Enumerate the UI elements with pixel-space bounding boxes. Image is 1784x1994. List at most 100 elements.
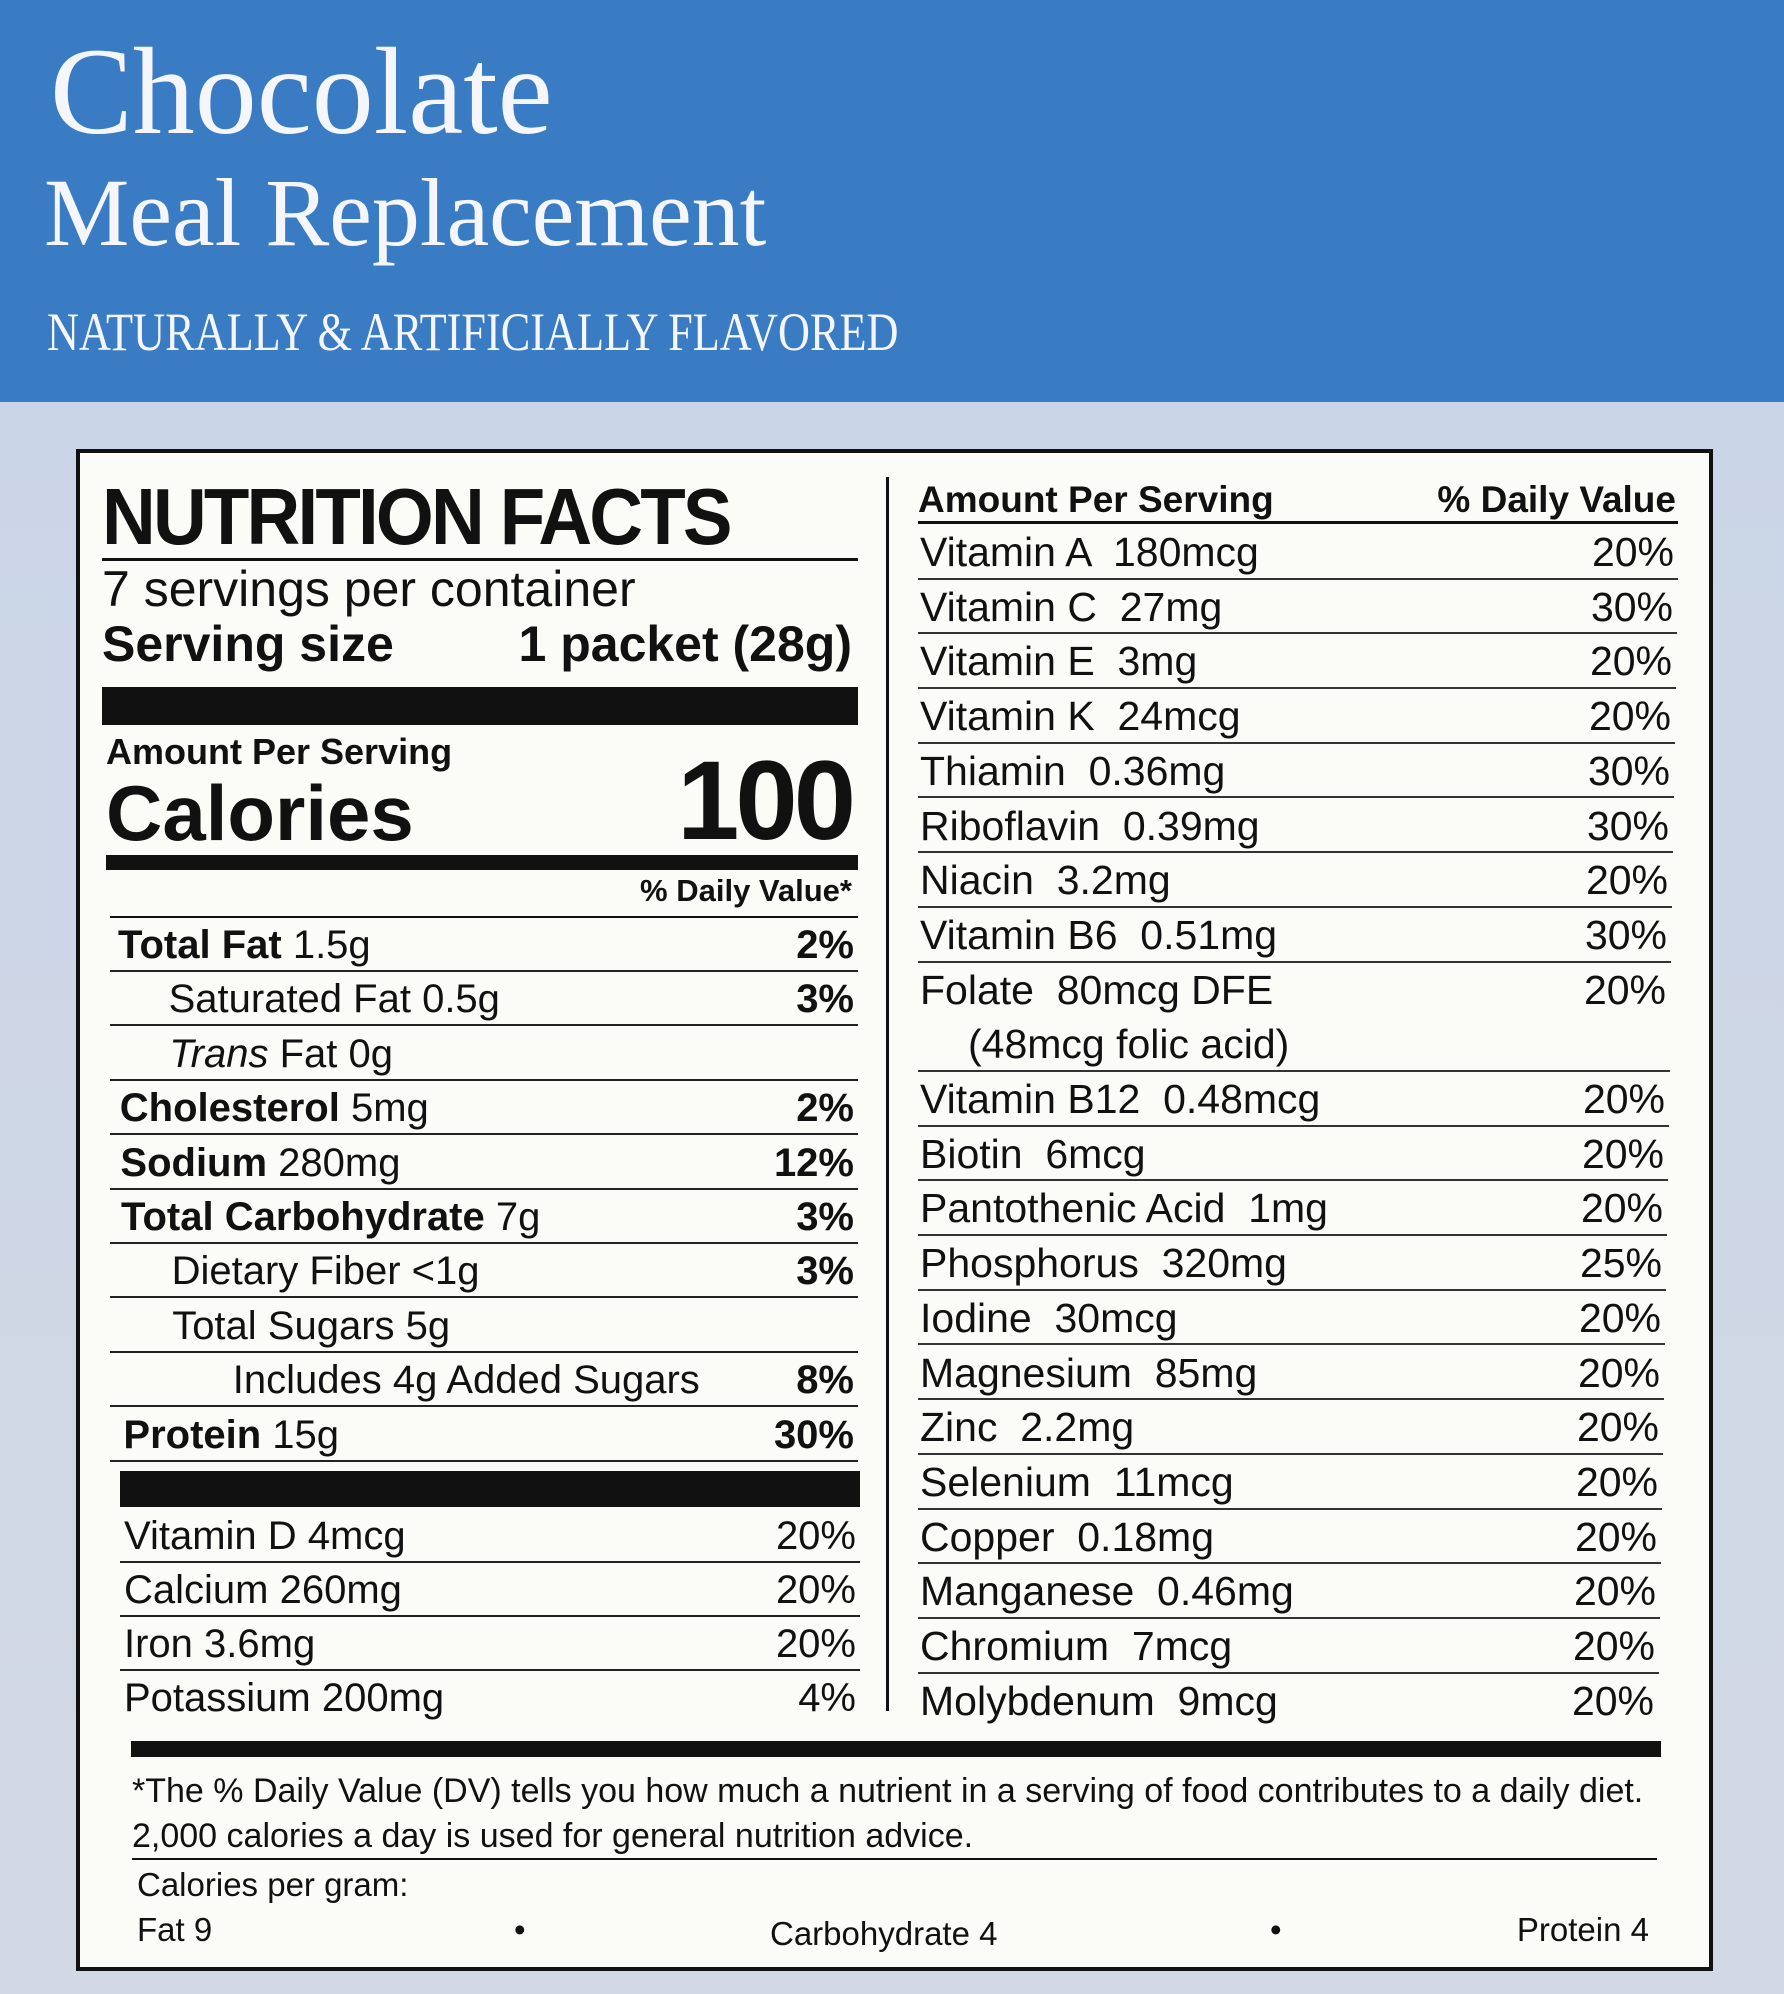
mineral-name: Vitamin D 4mcg: [124, 1514, 406, 1558]
divider: [110, 916, 858, 918]
nutrient-name: Total Sugars 5g: [172, 1299, 450, 1353]
vitamin-row: Niacin 3.2mg 20%: [918, 853, 1672, 908]
nutrient-name: Protein 15g: [123, 1408, 339, 1462]
vitamin-dv: 20%: [1591, 529, 1674, 575]
vitamin-dv: 30%: [1587, 747, 1670, 794]
vitamin-name: Iodine 30mcg: [920, 1294, 1178, 1341]
vitamin-row: Iodine 30mcg 20%: [918, 1291, 1665, 1346]
mineral-row: Vitamin D 4mcg 20%: [120, 1509, 860, 1563]
vitamin-row: Folate 80mcg DFE (48mcg folic acid) 20%: [918, 963, 1670, 1072]
nutrient-amount: Saturated Fat 0.5g: [168, 977, 500, 1022]
nutrient-dv: 3%: [796, 977, 854, 1022]
nutrient-dv: 3%: [796, 1249, 854, 1294]
vitamin-dv: 20%: [1573, 1568, 1656, 1615]
vitamin-name: Selenium 11mcg: [920, 1458, 1234, 1505]
nutrient-dv: 12%: [773, 1140, 854, 1185]
vitamin-row: Zinc 2.2mg 20%: [918, 1400, 1663, 1455]
nutrient-name: Total Carbohydrate 7g: [121, 1190, 540, 1244]
vitamin-row: Phosphorus 320mg 25%: [918, 1236, 1666, 1291]
nutrient-italic-label: Trans: [169, 1031, 269, 1076]
mineral-dv: 20%: [775, 1622, 856, 1666]
vitamin-name: Chromium 7mcg: [920, 1623, 1233, 1669]
nutrient-bold-label: Total Carbohydrate: [121, 1195, 485, 1239]
vitamin-dv: 30%: [1590, 583, 1673, 630]
vitamin-name: Vitamin A 180mcg: [920, 529, 1259, 575]
vitamin-dv: 20%: [1580, 1185, 1663, 1232]
nutrient-bold-label: Cholesterol: [119, 1086, 340, 1131]
nutrient-name: Cholesterol 5mg: [120, 1081, 429, 1135]
nutrition-facts-label: NUTRITION FACTS 7 servings per container…: [76, 449, 1713, 1971]
nutrient-amount: Includes 4g Added Sugars: [232, 1358, 700, 1403]
calories-per-gram: Calories per gram:: [137, 1866, 409, 1903]
nutrient-bold-label: Total Fat: [118, 923, 282, 967]
vitamin-name: Vitamin C 27mg: [920, 583, 1223, 630]
right-amount-header: Amount Per Serving: [918, 479, 1274, 520]
vitamin-dv: 20%: [1574, 1513, 1657, 1560]
vitamin-dv: 25%: [1579, 1240, 1662, 1287]
nutrient-name: Trans Fat 0g: [169, 1027, 393, 1081]
nutrient-row: Protein 15g 30%: [110, 1408, 858, 1462]
nutrient-dv: 8%: [796, 1358, 854, 1403]
nutrient-amount: 280mg: [267, 1140, 401, 1185]
nutrient-name: Sodium 280mg: [120, 1136, 400, 1190]
vitamin-name: Pantothenic Acid 1mg: [920, 1185, 1328, 1232]
thick-divider: [131, 1741, 1661, 1757]
vitamin-row: Copper 0.18mg 20%: [918, 1510, 1661, 1565]
nutrient-dv: 3%: [796, 1195, 854, 1239]
nutrient-row: Total Carbohydrate 7g 3%: [110, 1190, 858, 1244]
vitamin-dv: 20%: [1575, 1458, 1658, 1505]
vitamin-dv: 20%: [1588, 693, 1671, 740]
serving-size-label: Serving size: [102, 616, 394, 672]
fat-per-gram: Fat 9: [137, 1911, 213, 1948]
protein-per-gram: Protein 4: [1516, 1911, 1649, 1948]
nutrient-amount: Total Sugars 5g: [172, 1303, 451, 1348]
vitamin-row: Vitamin C 27mg 30%: [918, 580, 1677, 635]
bullet: •: [514, 1911, 526, 1948]
calories-label: Calories: [106, 769, 414, 857]
vitamin-note: (48mcg folic acid): [968, 1020, 1290, 1067]
serving-size-value: 1 packet (28g): [518, 616, 852, 672]
nutrient-row: Cholesterol 5mg 2%: [110, 1081, 858, 1136]
vitamin-name: Molybdenum 9mcg: [920, 1677, 1278, 1724]
vitamin-dv: 20%: [1576, 1404, 1659, 1451]
vitamin-name: Biotin 6mcg: [920, 1130, 1146, 1177]
servings-per-container: 7 servings per container: [102, 561, 636, 617]
nutrient-dv: 30%: [773, 1412, 854, 1457]
nutrient-row: Total Sugars 5g: [110, 1299, 858, 1353]
package-header: Chocolate Meal Replacement NATURALLY & A…: [0, 0, 1784, 402]
vitamin-row: Riboflavin 0.39mg 30%: [918, 799, 1673, 854]
nutrient-amount: Fat 0g: [268, 1031, 393, 1076]
mineral-name: Iron 3.6mg: [124, 1622, 316, 1666]
vitamin-name: Riboflavin 0.39mg: [920, 802, 1260, 849]
vitamin-row: Biotin 6mcg 20%: [918, 1127, 1668, 1182]
divider: [102, 558, 858, 561]
vitamin-dv: 20%: [1582, 1076, 1665, 1122]
vitamin-dv: 30%: [1584, 911, 1667, 958]
vitamin-dv: 20%: [1578, 1294, 1661, 1341]
vitamin-dv: 20%: [1583, 966, 1666, 1013]
nutrient-dv: 2%: [796, 923, 854, 967]
nutrient-name: Saturated Fat 0.5g: [169, 972, 500, 1026]
mineral-name: Potassium 200mg: [124, 1676, 445, 1720]
vitamin-row: Chromium 7mcg 20%: [918, 1619, 1659, 1674]
calories-value: 100: [677, 738, 856, 863]
daily-value-header: % Daily Value*: [640, 873, 852, 908]
nutrient-row: Trans Fat 0g: [110, 1027, 858, 1081]
vitamin-dv: 20%: [1577, 1349, 1660, 1396]
vitamin-name: Phosphorus 320mg: [920, 1240, 1287, 1287]
mineral-dv: 4%: [798, 1676, 856, 1720]
vitamin-row: Vitamin E 3mg 20%: [918, 634, 1676, 690]
right-dv-header: % Daily Value: [1437, 479, 1676, 520]
vitamin-name: Niacin 3.2mg: [920, 857, 1171, 904]
thick-divider: [102, 687, 858, 725]
facts-title: NUTRITION FACTS: [102, 472, 733, 561]
nutrient-amount: 7g: [484, 1195, 541, 1239]
divider: [132, 1858, 1657, 1860]
divider: [918, 521, 1678, 524]
vitamin-row: Vitamin K 24mcg 20%: [918, 689, 1675, 744]
vitamin-name: Vitamin K 24mcg: [920, 693, 1241, 740]
nutrient-amount: 5mg: [339, 1086, 429, 1131]
vitamin-row: Thiamin 0.36mg 30%: [918, 744, 1674, 799]
vitamin-row: Vitamin B6 0.51mg 30%: [918, 908, 1671, 963]
